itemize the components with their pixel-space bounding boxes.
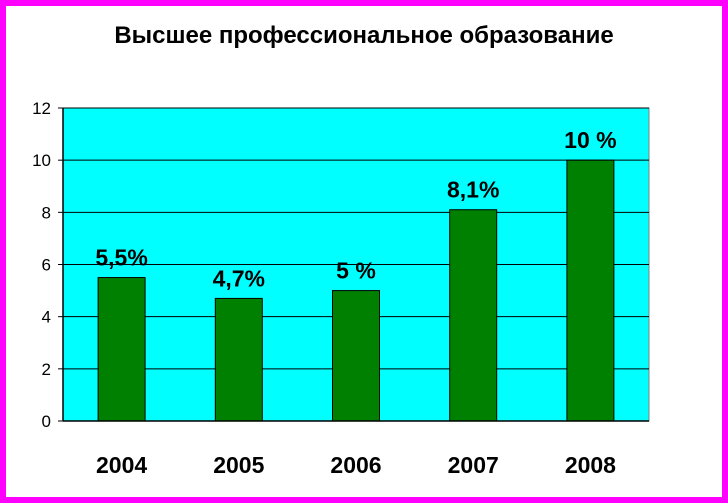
y-tick-labels: 0 2 4 6 8 10 12 xyxy=(32,99,51,431)
data-label: 4,7% xyxy=(213,265,265,291)
bar-2007 xyxy=(449,209,498,422)
y-tick-label: 4 xyxy=(42,308,51,327)
data-label: 5 % xyxy=(336,258,376,284)
bar-2004 xyxy=(97,277,146,422)
data-label: 5,5% xyxy=(95,245,147,271)
chart-title: Высшее профессиональное образование xyxy=(114,22,614,49)
x-tick-label: 2007 xyxy=(448,452,499,478)
y-tick-label: 12 xyxy=(32,99,51,118)
x-tick-label: 2005 xyxy=(213,452,264,478)
y-tick-label: 10 xyxy=(32,151,51,170)
x-tick-label: 2004 xyxy=(96,452,147,478)
data-label: 10 % xyxy=(564,127,616,153)
bar-2005 xyxy=(214,297,263,422)
axes xyxy=(58,107,649,422)
bar-2008 xyxy=(566,159,615,422)
data-label: 8,1% xyxy=(447,177,499,203)
y-tick-label: 2 xyxy=(42,360,51,379)
x-tick-label: 2008 xyxy=(565,452,616,478)
bar-2006 xyxy=(332,290,380,422)
y-tick-label: 8 xyxy=(42,203,51,222)
y-tick-label: 6 xyxy=(42,256,51,275)
data-labels: 5,5% 4,7% 5 % 8,1% 10 % xyxy=(95,127,616,291)
y-tick-label: 0 xyxy=(42,412,51,431)
x-tick-labels: 2004 2005 2006 2007 2008 xyxy=(96,452,616,478)
x-tick-label: 2006 xyxy=(330,452,381,478)
bars xyxy=(97,159,615,422)
